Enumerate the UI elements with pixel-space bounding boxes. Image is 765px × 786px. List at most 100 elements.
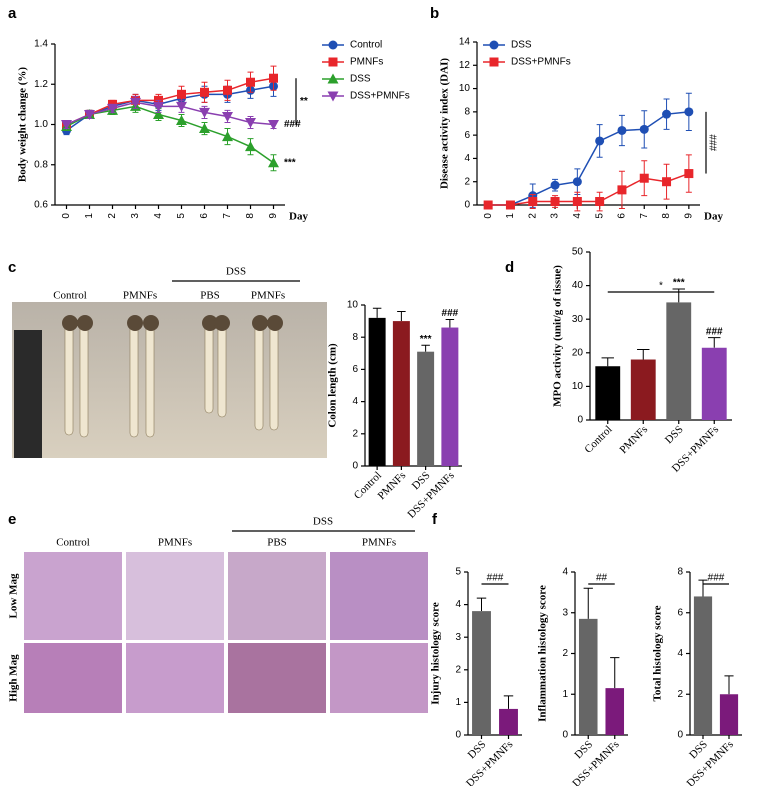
marker [199, 123, 210, 134]
x-tick-label: DSS+PMNFs [570, 738, 621, 786]
marker [639, 173, 649, 183]
column-label: PMNFs [158, 537, 192, 549]
y-tick-label: 0 [677, 730, 683, 741]
series-line [66, 77, 274, 126]
error-bar [610, 657, 620, 689]
significance: ### [442, 308, 459, 319]
y-axis-label: Colon length (cm) [327, 343, 339, 428]
bar [472, 611, 491, 735]
y-tick-label: 2 [464, 176, 470, 187]
y-tick-label: 6 [677, 607, 683, 618]
marker [595, 136, 605, 146]
y-tick-label: 1.2 [34, 79, 48, 90]
bar [441, 327, 459, 466]
y-tick-label: 0.8 [34, 159, 48, 170]
marker [595, 197, 605, 207]
marker [528, 197, 538, 207]
bar [630, 359, 656, 420]
marker [199, 107, 210, 118]
marker [61, 120, 72, 130]
ruler [14, 330, 42, 458]
annotation: ** [300, 96, 308, 107]
column-label: PMNFs [362, 537, 396, 549]
error-bar [397, 310, 406, 322]
series-line [66, 101, 274, 126]
x-tick-label: 6 [199, 213, 210, 219]
y-tick-label: 8 [677, 567, 683, 578]
y-tick-label: 10 [572, 381, 584, 392]
x-tick-label: DSS [466, 738, 489, 761]
marker [662, 109, 672, 119]
marker [223, 85, 232, 95]
x-tick-label: DSS [663, 423, 686, 446]
marker [107, 103, 118, 114]
bar [666, 302, 692, 420]
x-tick-label: 2 [107, 213, 118, 219]
y-tick-label: 12 [459, 60, 471, 71]
bar [701, 347, 727, 420]
x-tick-label: 9 [683, 213, 694, 219]
x-tick-label: 7 [639, 213, 650, 219]
legend-label: DSS+PMNFs [350, 91, 410, 102]
x-tick-label: 3 [130, 213, 141, 219]
photo-label: PBS [200, 290, 220, 302]
panel-label: a [8, 5, 17, 22]
x-tick-label: 8 [661, 213, 672, 219]
y-axis-label: Disease activity index (DAI) [439, 58, 451, 189]
marker [572, 177, 582, 187]
x-tick-label: 1 [84, 213, 95, 219]
annotation: *** [284, 157, 296, 168]
bar [417, 351, 435, 466]
marker [176, 114, 187, 125]
y-tick-label: 2 [455, 664, 461, 675]
x-tick-label: PMNFs [376, 469, 409, 502]
photo-label: Control [53, 290, 87, 302]
error-bar [698, 579, 708, 597]
marker [662, 177, 672, 187]
bar [693, 596, 713, 735]
y-tick-label: 0 [562, 730, 568, 741]
marker [153, 108, 164, 119]
significance: *** [420, 334, 432, 345]
marker [550, 197, 560, 207]
y-tick-label: 50 [572, 247, 584, 258]
y-tick-label: 6 [352, 364, 358, 375]
marker [200, 87, 209, 97]
y-tick-label: 0 [464, 200, 470, 211]
marker [246, 77, 255, 87]
y-tick-label: 3 [455, 632, 461, 643]
x-tick-label: PMNFs [617, 423, 650, 456]
x-tick-label: 8 [245, 213, 256, 219]
y-tick-label: 2 [562, 648, 568, 659]
legend-marker [489, 40, 499, 50]
y-tick-label: 1.4 [34, 39, 48, 50]
bar [719, 694, 739, 735]
x-tick-label: 5 [594, 213, 605, 219]
y-tick-label: 10 [347, 300, 359, 311]
error-bar [583, 587, 593, 619]
column-label: Control [56, 537, 90, 549]
error-bar [672, 288, 685, 303]
y-tick-label: 4 [677, 648, 683, 659]
y-tick-label: 0 [455, 730, 461, 741]
y-tick-label: 2 [352, 428, 358, 439]
y-axis-label: Total histology score [652, 605, 664, 701]
y-tick-label: 14 [459, 37, 471, 48]
photo-label: PMNFs [251, 290, 285, 302]
marker [245, 117, 256, 128]
marker [222, 131, 233, 142]
legend-label: PMNFs [350, 57, 383, 68]
y-tick-label: 6 [464, 130, 470, 141]
y-tick-label: 4 [352, 396, 358, 407]
marker [269, 73, 278, 83]
panel-label: d [505, 259, 514, 276]
y-tick-label: 0 [352, 461, 358, 472]
marker [617, 125, 627, 135]
error-bar [445, 318, 455, 328]
series-line [66, 105, 274, 164]
marker [684, 107, 694, 117]
y-tick-label: 10 [459, 83, 471, 94]
row-label: Low Mag [8, 573, 20, 618]
